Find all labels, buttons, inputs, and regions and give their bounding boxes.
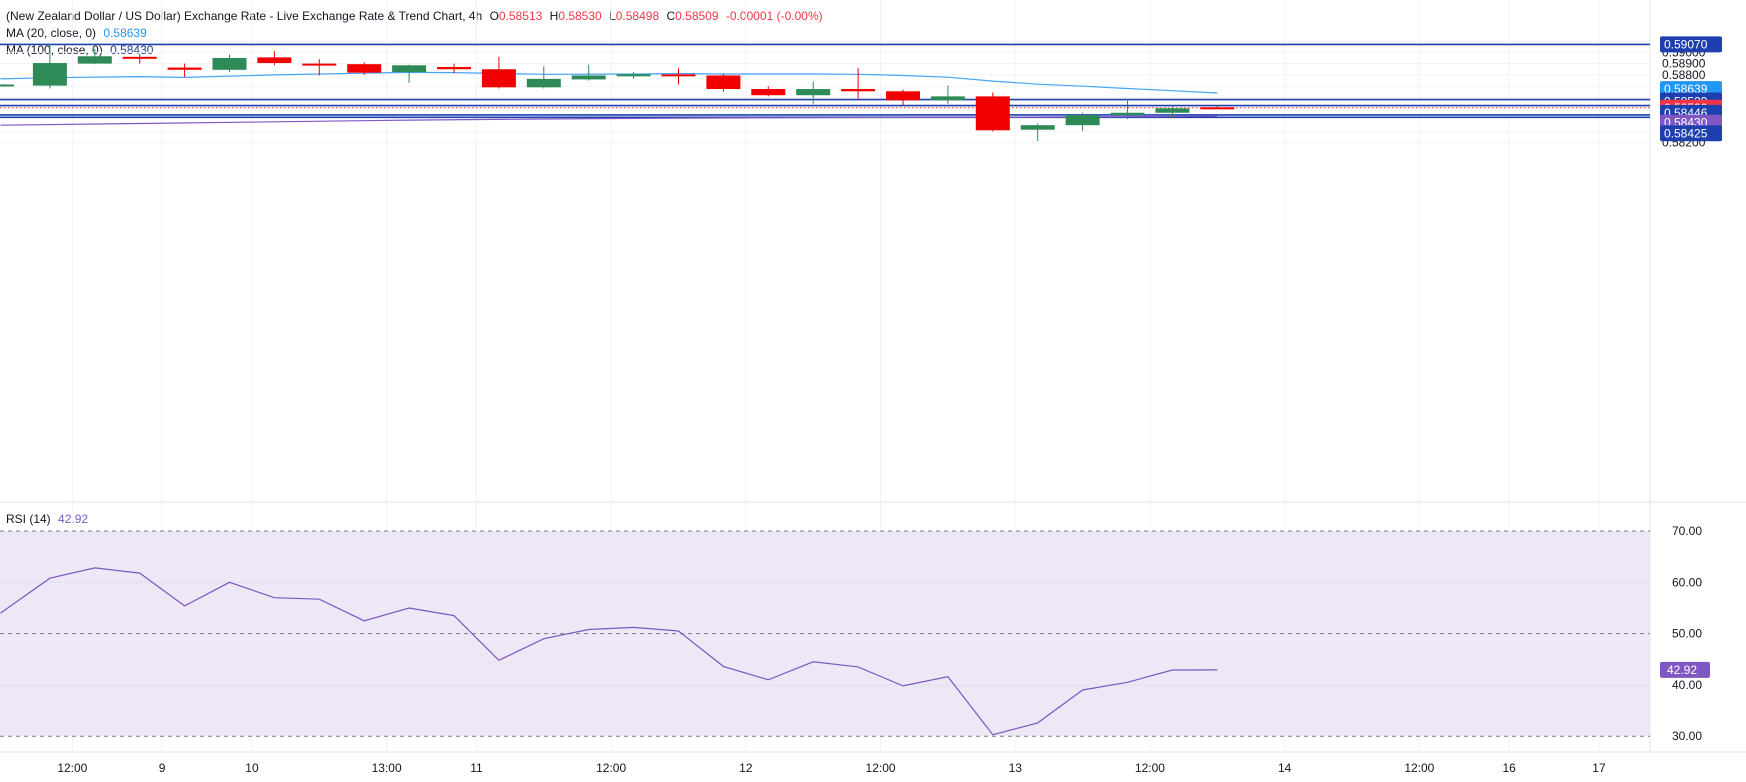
time-axis-tick: 9 xyxy=(159,761,166,775)
price-tag-label: 0.59070 xyxy=(1664,37,1708,51)
rsi-legend-label: RSI (14) xyxy=(6,512,51,526)
ma20-legend-value: 0.58639 xyxy=(103,26,147,40)
time-axis-tick: 11 xyxy=(470,761,483,775)
candle-body[interactable] xyxy=(122,56,157,59)
candle-body[interactable] xyxy=(661,74,696,77)
candle-body[interactable] xyxy=(481,69,516,88)
time-axis-tick: 13:00 xyxy=(372,761,402,775)
rsi-tag-label: 42.92 xyxy=(1667,663,1697,677)
ohlc-low: L0.58498 xyxy=(609,9,660,23)
ohlc-open: O0.58513 xyxy=(489,9,543,23)
price-change: -0.00001 (-0.00%) xyxy=(725,9,823,23)
candle-body[interactable] xyxy=(212,57,247,70)
ma20-legend-label: MA (20, close, 0) xyxy=(6,26,97,40)
time-axis-tick: 12:00 xyxy=(1135,761,1165,775)
candle-body[interactable] xyxy=(392,65,427,73)
candle-body[interactable] xyxy=(257,57,292,64)
rsi-legend[interactable]: RSI (14) 42.92 xyxy=(6,511,92,527)
candle-body[interactable] xyxy=(167,67,202,70)
time-axis-tick: 12:00 xyxy=(866,761,896,775)
time-axis-tick: 13 xyxy=(1009,761,1023,775)
ma100-line[interactable] xyxy=(0,115,1218,126)
ma100-legend[interactable]: MA (100, close, 0) 0.58430 xyxy=(6,42,157,58)
candle-body[interactable] xyxy=(437,66,471,70)
time-axis-tick: 12:00 xyxy=(1404,761,1434,775)
price-axis-tick: 0.58800 xyxy=(1662,68,1706,82)
price-tag-label: 0.58425 xyxy=(1664,126,1708,140)
ma100-legend-value: 0.58430 xyxy=(110,43,154,57)
candle-body[interactable] xyxy=(347,64,382,73)
time-axis-tick: 14 xyxy=(1278,761,1292,775)
time-axis-tick: 12 xyxy=(739,761,753,775)
candle-body[interactable] xyxy=(0,84,14,87)
ma20-legend[interactable]: MA (20, close, 0) 0.58639 xyxy=(6,25,151,41)
price-tag xyxy=(1660,36,1722,53)
candle-body[interactable] xyxy=(1065,115,1100,126)
rsi-legend-value: 42.92 xyxy=(58,512,89,526)
rsi-axis-tick: 40.00 xyxy=(1672,678,1702,692)
time-axis-tick: 12:00 xyxy=(57,761,87,775)
rsi-axis-tick: 30.00 xyxy=(1672,729,1702,743)
rsi-axis-tick: 70.00 xyxy=(1672,524,1702,538)
time-axis-tick: 12:00 xyxy=(596,761,626,775)
candle-body[interactable] xyxy=(571,75,606,80)
candle-body[interactable] xyxy=(32,63,67,86)
candle-body[interactable] xyxy=(1155,108,1190,113)
candle-body[interactable] xyxy=(526,78,561,88)
candle-body[interactable] xyxy=(841,89,876,92)
rsi-axis-tick: 50.00 xyxy=(1672,627,1702,641)
rsi-tag xyxy=(1660,661,1710,678)
rsi-axis-tick: 60.00 xyxy=(1672,575,1702,589)
price-axis-tick: 0.58900 xyxy=(1662,57,1706,71)
chart-header: (New Zealand Dollar / US Dollar) Exchang… xyxy=(6,8,827,24)
candle-body[interactable] xyxy=(77,56,112,64)
candle-body[interactable] xyxy=(1110,112,1145,116)
time-axis-tick: 17 xyxy=(1592,761,1606,775)
candle-body[interactable] xyxy=(302,63,337,66)
time-axis-tick: 10 xyxy=(245,761,259,775)
ohlc-close: C0.58509 xyxy=(666,9,719,23)
ohlc-high: H0.58530 xyxy=(549,9,602,23)
candle-body[interactable] xyxy=(1200,107,1235,110)
candle-body[interactable] xyxy=(886,91,920,101)
candle-body[interactable] xyxy=(975,96,1010,131)
candle-body[interactable] xyxy=(616,74,651,77)
ma20-line[interactable] xyxy=(0,71,1218,94)
candle-body[interactable] xyxy=(930,96,965,101)
candle-body[interactable] xyxy=(706,75,741,90)
ma100-legend-label: MA (100, close, 0) xyxy=(6,43,103,57)
candle-body[interactable] xyxy=(1020,125,1055,130)
candle-body[interactable] xyxy=(796,89,831,96)
time-axis-tick: 16 xyxy=(1502,761,1516,775)
chart-title: (New Zealand Dollar / US Dollar) Exchang… xyxy=(6,9,483,23)
rsi-line[interactable] xyxy=(0,567,1218,736)
price-tag xyxy=(1660,125,1722,142)
candle-body[interactable] xyxy=(751,89,786,96)
